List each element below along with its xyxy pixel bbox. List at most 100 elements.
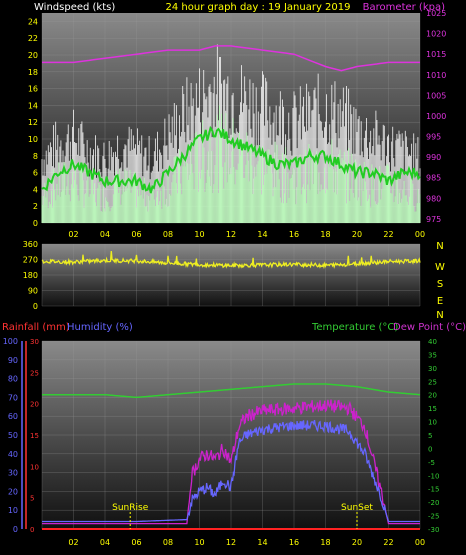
temperature-tick-label: 10 bbox=[428, 419, 437, 427]
temperature-tick-label: -15 bbox=[428, 486, 439, 494]
y2-tick-label: 975 bbox=[426, 215, 441, 224]
temperature-tick-label: 15 bbox=[428, 405, 437, 413]
temperature-tick-label: 5 bbox=[428, 432, 432, 440]
compass-label: W bbox=[435, 262, 445, 273]
y-tick-label: 0 bbox=[33, 302, 38, 311]
header-left-label: Windspeed (kts) bbox=[34, 2, 115, 13]
temperature-tick-label: 40 bbox=[428, 338, 437, 346]
y-tick-label: 10 bbox=[28, 135, 38, 144]
compass-label: N bbox=[436, 241, 443, 252]
y2-tick-label: 1000 bbox=[426, 112, 446, 121]
x-tick-label: 10 bbox=[194, 230, 204, 239]
y-tick-label: 2 bbox=[33, 202, 38, 211]
x-tick-label: 04 bbox=[100, 538, 110, 547]
humidity-line bbox=[42, 419, 420, 523]
x-tick-label: 22 bbox=[383, 230, 393, 239]
x-tick-label: 18 bbox=[320, 230, 330, 239]
rainfall-axis-label: Rainfall (mm) bbox=[2, 322, 70, 333]
dewpoint-line bbox=[42, 399, 420, 525]
temperature-line bbox=[42, 383, 421, 399]
y-tick-label: 16 bbox=[28, 85, 38, 94]
rainfall-tick-label: 0 bbox=[30, 526, 34, 534]
wind-direction-line bbox=[41, 250, 421, 270]
y-tick-label: 8 bbox=[33, 152, 38, 161]
humidity-tick-label: 70 bbox=[8, 393, 18, 402]
x-tick-label: 16 bbox=[289, 230, 299, 239]
y2-tick-label: 995 bbox=[426, 133, 441, 142]
rainfall-tick-label: 30 bbox=[30, 338, 39, 346]
y-tick-label: 18 bbox=[28, 68, 38, 77]
barometer-line bbox=[42, 45, 420, 72]
temperature-tick-label: 0 bbox=[428, 445, 432, 453]
humidity-axis-label: Humidity (%) bbox=[67, 322, 133, 333]
y-tick-label: 4 bbox=[33, 185, 38, 194]
temperature-tick-label: -10 bbox=[428, 472, 439, 480]
compass-label: N bbox=[436, 310, 443, 321]
y2-tick-label: 1010 bbox=[426, 71, 446, 80]
rainfall-tick-label: 10 bbox=[30, 463, 39, 471]
x-tick-label: 00 bbox=[415, 538, 425, 547]
y2-tick-label: 1025 bbox=[426, 9, 446, 18]
x-tick-label: 16 bbox=[289, 538, 299, 547]
x-tick-label: 00 bbox=[415, 230, 425, 239]
x-tick-label: 02 bbox=[68, 230, 78, 239]
temperature-tick-label: -20 bbox=[428, 499, 439, 507]
y-tick-label: 360 bbox=[23, 240, 38, 249]
sunrise-label: SunRise bbox=[112, 503, 149, 513]
header-right-label: Barometer (kpa) bbox=[363, 2, 445, 13]
x-tick-label: 22 bbox=[383, 538, 393, 547]
y-tick-label: 12 bbox=[28, 118, 38, 127]
y-tick-label: 270 bbox=[23, 256, 38, 265]
x-tick-label: 14 bbox=[257, 230, 267, 239]
compass-label: S bbox=[437, 279, 443, 290]
x-tick-label: 12 bbox=[226, 230, 236, 239]
x-tick-label: 20 bbox=[352, 538, 362, 547]
wind-chart-group: 0246810121416182022249759809859909951000… bbox=[28, 9, 447, 239]
humidity-tick-label: 90 bbox=[8, 356, 18, 365]
rainfall-tick-label: 5 bbox=[30, 495, 34, 503]
rainfall-tick-label: 15 bbox=[30, 432, 39, 440]
temperature-tick-label: -25 bbox=[428, 513, 439, 521]
x-tick-label: 20 bbox=[352, 230, 362, 239]
x-tick-label: 14 bbox=[257, 538, 267, 547]
rainfall-tick-label: 20 bbox=[30, 401, 39, 409]
temperature-tick-label: -30 bbox=[428, 526, 439, 534]
y-tick-label: 14 bbox=[28, 101, 38, 110]
sunset-label: SunSet bbox=[341, 503, 373, 513]
y2-tick-label: 1015 bbox=[426, 50, 446, 59]
x-tick-label: 08 bbox=[163, 538, 173, 547]
humidity-tick-label: 60 bbox=[8, 412, 18, 421]
y-tick-label: 22 bbox=[28, 34, 38, 43]
humidity-tick-label: 10 bbox=[8, 506, 18, 515]
temperature-tick-label: 20 bbox=[428, 392, 437, 400]
wind-average-line bbox=[41, 125, 421, 194]
temperature-tick-label: 35 bbox=[428, 351, 437, 359]
x-tick-label: 04 bbox=[100, 230, 110, 239]
temp-chart-group: 0102030405060708090100051015202530-30-25… bbox=[3, 337, 440, 547]
humidity-tick-label: 40 bbox=[8, 450, 18, 459]
humidity-tick-label: 20 bbox=[8, 487, 18, 496]
temperature-axis-label: Temperature (°C) bbox=[311, 322, 398, 333]
rainfall-tick-label: 25 bbox=[30, 369, 39, 377]
y-tick-label: 0 bbox=[33, 219, 38, 228]
x-tick-label: 06 bbox=[131, 538, 141, 547]
y2-tick-label: 980 bbox=[426, 194, 441, 203]
y-tick-label: 20 bbox=[28, 51, 38, 60]
humidity-tick-label: 30 bbox=[8, 469, 18, 478]
y-tick-label: 90 bbox=[28, 287, 38, 296]
y2-tick-label: 990 bbox=[426, 153, 441, 162]
dewpoint-axis-label: Dew Point (°C) bbox=[393, 322, 466, 333]
humidity-tick-label: 0 bbox=[13, 525, 18, 534]
y2-tick-label: 1020 bbox=[426, 30, 446, 39]
humidity-tick-label: 100 bbox=[3, 337, 18, 346]
temperature-tick-label: 30 bbox=[428, 365, 437, 373]
x-tick-label: 02 bbox=[68, 538, 78, 547]
page-title: 24 hour graph day : 19 January 2019 bbox=[166, 2, 351, 13]
y-tick-label: 24 bbox=[28, 17, 38, 26]
y-tick-label: 6 bbox=[33, 169, 38, 178]
compass-label: E bbox=[437, 296, 443, 307]
temperature-tick-label: -5 bbox=[428, 459, 435, 467]
x-tick-label: 18 bbox=[320, 538, 330, 547]
